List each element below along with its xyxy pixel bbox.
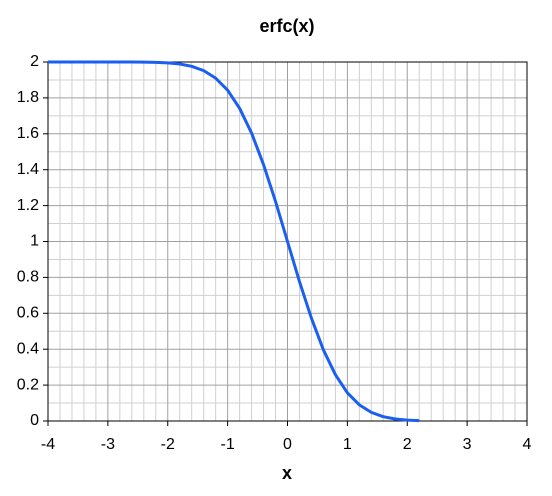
x-axis-label: x bbox=[282, 463, 292, 483]
x-tick-label: 0 bbox=[283, 436, 292, 453]
y-tick-label: 0 bbox=[30, 412, 39, 429]
y-tick-label: 0.2 bbox=[17, 376, 39, 393]
y-tick-label: 0.4 bbox=[17, 340, 39, 357]
x-tick-label: -2 bbox=[161, 436, 175, 453]
y-tick-label: 1.2 bbox=[17, 197, 39, 214]
y-tick-label: 0.6 bbox=[17, 305, 39, 322]
x-tick-label: -4 bbox=[41, 436, 55, 453]
x-tick-label: 1 bbox=[343, 436, 352, 453]
y-tick-label: 0.8 bbox=[17, 269, 39, 286]
x-tick-label: -3 bbox=[101, 436, 115, 453]
x-tick-label: 4 bbox=[523, 436, 532, 453]
data-line bbox=[48, 60, 420, 423]
y-tick-label: 1.4 bbox=[17, 161, 39, 178]
x-tick-label: 2 bbox=[403, 436, 412, 453]
chart-title: erfc(x) bbox=[259, 16, 314, 36]
plot-border bbox=[47, 61, 528, 422]
y-tick-label: 1.6 bbox=[17, 125, 39, 142]
x-tick-label: 3 bbox=[463, 436, 472, 453]
y-tick-label: 2 bbox=[30, 53, 39, 70]
y-tick-label: 1.8 bbox=[17, 89, 39, 106]
y-tick-label: 1 bbox=[30, 233, 39, 250]
x-tick-label: -1 bbox=[221, 436, 235, 453]
